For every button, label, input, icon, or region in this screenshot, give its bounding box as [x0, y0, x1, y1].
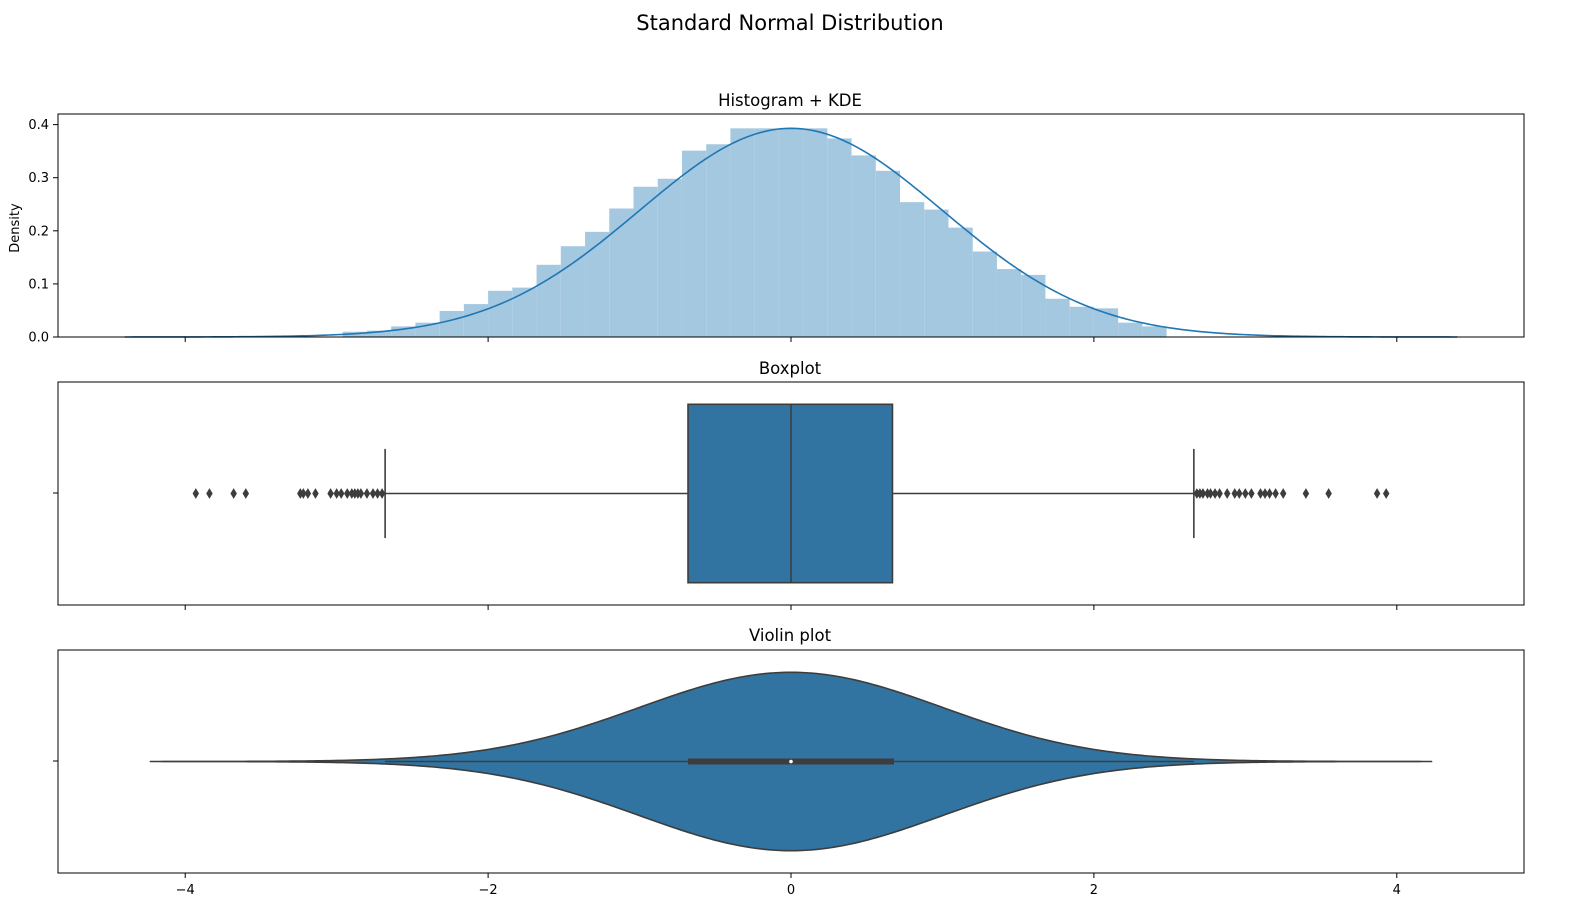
histogram-bar	[658, 179, 682, 337]
histogram-bar	[1142, 326, 1166, 337]
outlier-point	[312, 488, 318, 499]
outlier-point	[1325, 488, 1331, 499]
histogram-bar	[755, 128, 779, 337]
histogram-bar	[900, 202, 924, 337]
figure-title: Standard Normal Distribution	[636, 11, 943, 35]
outlier-point	[327, 488, 333, 499]
histogram-bar	[852, 155, 876, 337]
histogram-bar	[1118, 323, 1142, 337]
y-tick-label: 0.0	[28, 331, 49, 346]
histogram-bar	[682, 151, 706, 337]
histogram-bar	[537, 265, 561, 337]
violin-x-ticks: −4 −2 0 2 4	[176, 873, 1401, 898]
outlier-point	[1280, 488, 1286, 499]
violin-marks	[150, 672, 1431, 850]
histogram-bar	[949, 228, 973, 337]
violin-panel: Violin plot −4 −2 0 2 4	[53, 626, 1524, 898]
outlier-point	[206, 488, 212, 499]
outlier-point	[1383, 488, 1389, 499]
outlier-point	[1242, 488, 1248, 499]
histogram-y-ticks: 0.0 0.1 0.2 0.3 0.4	[28, 118, 58, 345]
histogram-x-ticks	[185, 337, 1397, 342]
histogram-bar	[1045, 299, 1069, 337]
histogram-bar	[585, 232, 609, 337]
y-tick-label: 0.4	[28, 118, 49, 133]
histogram-bar	[488, 291, 512, 337]
histogram-panel-title: Histogram + KDE	[718, 91, 862, 110]
histogram-bar	[464, 304, 488, 337]
histogram-bar	[440, 311, 464, 337]
histogram-kde-panel: Histogram + KDE 0.0 0.1 0.2 0.3 0.4 Density	[8, 91, 1524, 346]
histogram-bar	[779, 128, 803, 337]
outlier-point	[1266, 488, 1272, 499]
violin-panel-title: Violin plot	[749, 626, 832, 645]
histogram-bar	[827, 138, 851, 337]
histogram-bars	[343, 128, 1167, 337]
histogram-bar	[1070, 307, 1094, 337]
boxplot-panel: Boxplot	[53, 359, 1524, 610]
histogram-bar	[876, 171, 900, 337]
outlier-point	[1248, 488, 1254, 499]
x-tick-label: −4	[176, 883, 195, 898]
violin-median-dot	[789, 760, 793, 764]
outlier-point	[364, 488, 370, 499]
histogram-y-axis-label: Density	[8, 203, 23, 253]
y-tick-label: 0.2	[28, 224, 49, 239]
histogram-bar	[973, 252, 997, 337]
histogram-bar	[633, 187, 657, 337]
x-tick-label: 0	[787, 883, 795, 898]
outlier-point	[1224, 488, 1230, 499]
boxplot-panel-title: Boxplot	[759, 359, 822, 378]
histogram-bar	[561, 246, 585, 337]
histogram-bar	[609, 209, 633, 337]
histogram-bar	[997, 269, 1021, 337]
outlier-point	[1374, 488, 1380, 499]
y-tick-label: 0.1	[28, 277, 49, 292]
boxplot-marks	[193, 404, 1390, 582]
boxplot-x-ticks	[185, 605, 1397, 610]
outlier-point	[1216, 488, 1222, 499]
x-tick-label: −2	[479, 883, 498, 898]
outlier-point	[1236, 488, 1242, 499]
histogram-bar	[706, 144, 730, 337]
histogram-bar	[512, 288, 536, 337]
histogram-bar	[924, 210, 948, 337]
outlier-point	[338, 488, 344, 499]
histogram-bar	[803, 128, 827, 337]
x-tick-label: 2	[1090, 883, 1098, 898]
outlier-point	[305, 488, 311, 499]
histogram-bar	[730, 128, 754, 337]
x-tick-label: 4	[1393, 883, 1401, 898]
outlier-point	[230, 488, 236, 499]
outlier-point	[243, 488, 249, 499]
outlier-point	[193, 488, 199, 499]
outlier-point	[1303, 488, 1309, 499]
outlier-point	[1272, 488, 1278, 499]
y-tick-label: 0.3	[28, 171, 49, 186]
